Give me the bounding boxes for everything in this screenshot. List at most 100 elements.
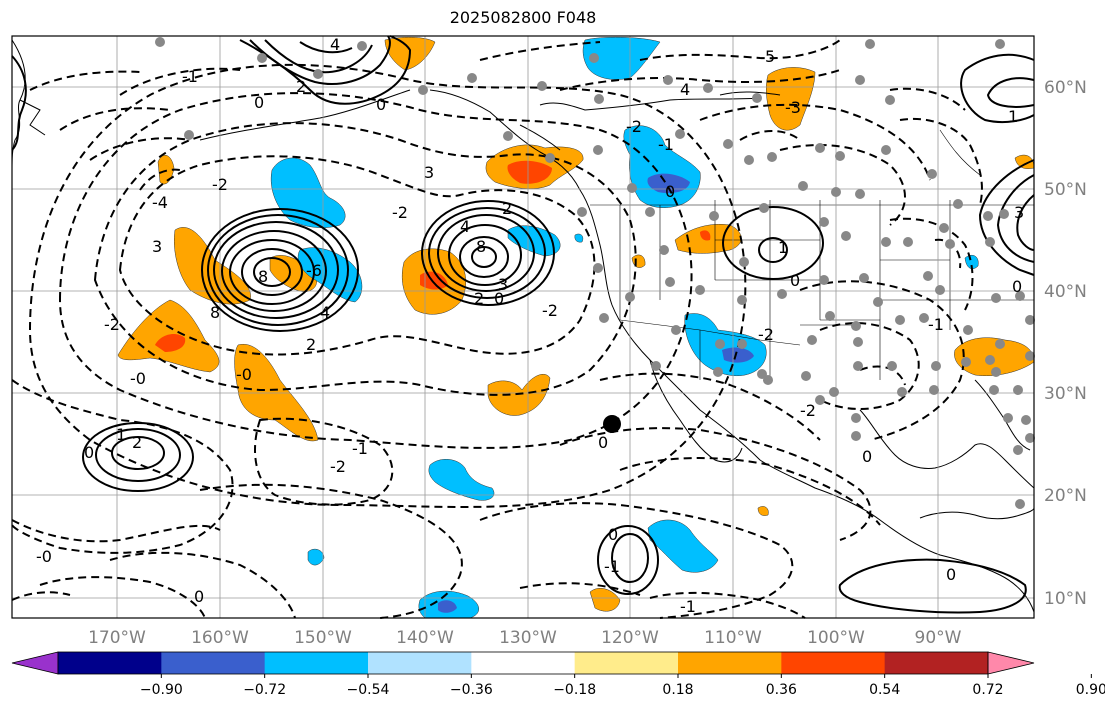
contour-label: -2 <box>212 175 228 194</box>
lat-label: 40°N <box>1044 282 1087 302</box>
contour-label: 0 <box>862 447 872 466</box>
colorbar-cell <box>368 652 472 674</box>
negative-anomaly <box>307 548 325 566</box>
contour-label: 0 <box>946 565 956 584</box>
contour-label: 8 <box>258 267 268 286</box>
strong-negative <box>438 600 457 613</box>
lon-label: 110°W <box>704 628 762 648</box>
contour-label: 2 <box>474 289 484 308</box>
contour-label: 2 <box>132 433 142 452</box>
contour-label: 0 <box>254 93 264 112</box>
colorbar-tick-label: 0.72 <box>972 682 1003 698</box>
colorbar-extend-high <box>987 651 1035 675</box>
contour-label: 4 <box>320 303 330 322</box>
contour-label: -1 <box>352 439 368 458</box>
political-borders <box>590 129 1034 380</box>
contour-label: -0 <box>130 369 146 388</box>
colorbar-cell <box>781 652 886 674</box>
lat-label: 10°N <box>1044 589 1087 609</box>
lat-label: 30°N <box>1044 384 1087 404</box>
colorbar-cell <box>471 652 576 674</box>
positive-anomaly <box>589 588 621 612</box>
contour-label: 0 <box>376 95 386 114</box>
lon-label: 100°W <box>807 628 865 648</box>
contour-label: 3 <box>498 275 508 294</box>
contour-label: 1 <box>1008 107 1018 126</box>
contour-label: -1 <box>658 135 674 154</box>
contour-label: -6 <box>306 261 322 280</box>
contour-label: 0 <box>608 525 618 544</box>
negative-anomaly <box>964 255 979 269</box>
colorbar-cell <box>161 652 266 674</box>
lat-label: 20°N <box>1044 486 1087 506</box>
contour-label: 3 <box>424 163 434 182</box>
colorbar: −0.90 −0.72 −0.54 −0.36 −0.18 0.18 0.36 0.54 0.7… <box>11 651 1105 698</box>
contour-label: 4 <box>460 217 470 236</box>
lon-label: 170°W <box>88 628 146 648</box>
contour-label: 2 <box>296 77 306 96</box>
colorbar-tick-label: −0.36 <box>450 682 493 698</box>
contour-label: -3 <box>785 98 801 117</box>
longitude-labels: 170°W 160°W 150°W 140°W 130°W 120°W 110°… <box>88 628 962 648</box>
positive-anomaly <box>487 374 551 416</box>
lon-label: 120°W <box>601 628 659 648</box>
contour-label: -2 <box>542 301 558 320</box>
colorbar-tick-label: −0.72 <box>243 682 286 698</box>
positive-anomaly <box>757 506 769 516</box>
positive-anomaly <box>157 154 175 185</box>
colorbar-tick-label: 0.54 <box>869 682 900 698</box>
positive-anomaly <box>766 67 816 131</box>
contour-label: 3 <box>152 237 162 256</box>
colorbar-tick-label: 0.36 <box>766 682 797 698</box>
lon-label: 130°W <box>499 628 557 648</box>
contour-label: 1 <box>116 425 126 444</box>
negative-anomaly <box>574 233 584 243</box>
contour-label: 3 <box>1014 203 1024 222</box>
lon-label: 150°W <box>294 628 352 648</box>
contour-label: 4 <box>330 35 340 54</box>
contour-label: -0 <box>36 547 52 566</box>
lat-label: 50°N <box>1044 180 1087 200</box>
colorbar-cell <box>678 652 782 674</box>
colorbar-cell <box>884 652 989 674</box>
contour-label: -0 <box>236 365 252 384</box>
colorbar-border <box>57 651 989 675</box>
plot-border <box>11 35 1035 619</box>
contour-label: 0 <box>665 182 675 201</box>
strong-negative <box>722 347 754 363</box>
contour-label: -2 <box>330 457 346 476</box>
contour-label: -1 <box>182 67 198 86</box>
solid-contours <box>11 35 1035 614</box>
lon-label: 90°W <box>915 628 962 648</box>
contour-label: 2 <box>502 199 512 218</box>
colorbar-extend-low <box>11 651 59 675</box>
contour-label: 8 <box>210 303 220 322</box>
colorbar-tick-label: −0.90 <box>140 682 183 698</box>
colorbar-cell <box>58 652 162 674</box>
negative-anomaly <box>647 519 719 573</box>
negative-anomaly <box>428 459 495 501</box>
contour-label: 5 <box>765 47 775 66</box>
contour-label: -2 <box>392 203 408 222</box>
colorbar-cell <box>574 652 679 674</box>
strong-negative <box>647 173 690 194</box>
colorbar-tick-label: 0.18 <box>662 682 693 698</box>
contour-label: -2 <box>104 315 120 334</box>
strong-positive <box>155 334 186 352</box>
contour-labels: 5 -3 4 -1 -2 0 1 0 3 0 1 -2 -2 0 -1 0 0 … <box>36 35 1024 616</box>
contour-label: -2 <box>758 325 774 344</box>
map-title: 2025082800 F048 <box>449 8 597 27</box>
lat-label: 60°N <box>1044 78 1087 98</box>
contour-label: 2 <box>306 335 316 354</box>
contour-label: 0 <box>494 289 504 308</box>
contour-label: -1 <box>928 315 944 334</box>
contour-label: 4 <box>680 80 690 99</box>
contour-label: 1 <box>778 238 788 257</box>
latitude-labels: 60°N 50°N 40°N 30°N 20°N 10°N <box>1044 78 1087 609</box>
lon-label: 160°W <box>191 628 249 648</box>
negative-anomaly <box>297 247 363 303</box>
contour-label: 0 <box>84 443 94 462</box>
contour-label: 0 <box>1012 277 1022 296</box>
contour-label: 0 <box>194 587 204 606</box>
